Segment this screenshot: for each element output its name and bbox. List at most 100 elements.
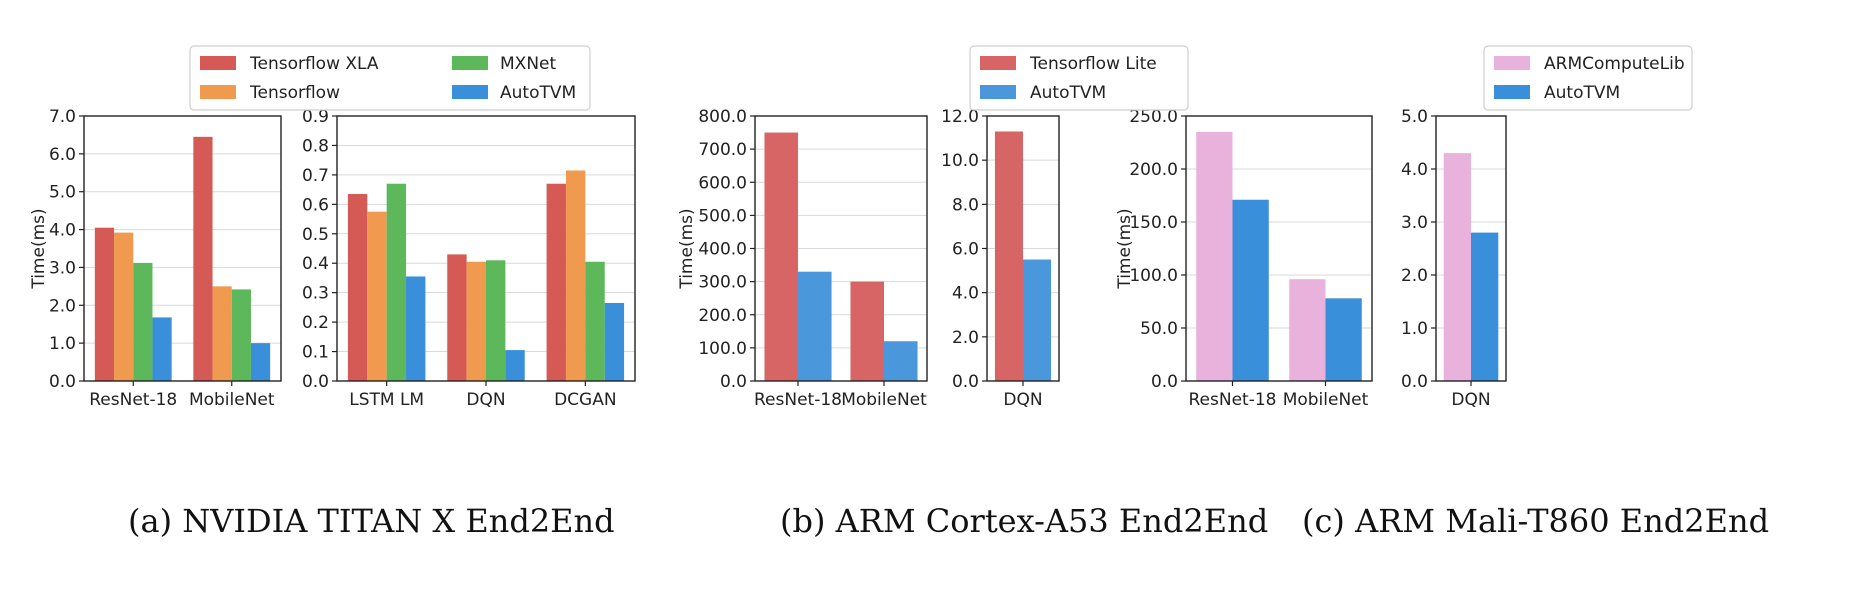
- x-tick-label: LSTM LM: [349, 390, 424, 410]
- bar: [1325, 298, 1362, 381]
- legend-c-swatch-armcl: [1494, 56, 1530, 70]
- y-tick-label: 0.1: [302, 343, 329, 363]
- legend-c: ARMComputeLib AutoTVM: [1483, 45, 1693, 111]
- x-tick-label: DQN: [466, 390, 505, 410]
- y-tick-label: 4.0: [1401, 160, 1428, 180]
- x-tick-label: MobileNet: [841, 390, 927, 410]
- y-tick-label: 6.0: [952, 240, 979, 260]
- bar: [94, 227, 115, 381]
- y-tick-label: 8.0: [952, 195, 979, 215]
- y-tick-label: 300.0: [698, 273, 747, 293]
- y-axis-label: Time(ms): [29, 208, 49, 289]
- bar: [850, 281, 884, 381]
- y-tick-label: 800.0: [698, 107, 747, 127]
- y-tick-label: 2.0: [952, 328, 979, 348]
- legend-a-label-autotvm: AutoTVM: [500, 83, 576, 103]
- bar: [114, 232, 134, 381]
- bar: [1443, 153, 1471, 381]
- y-tick-label: 3.0: [1401, 213, 1428, 233]
- y-tick-label: 0.2: [302, 313, 329, 333]
- bar: [486, 260, 506, 381]
- y-tick-label: 200.0: [1129, 160, 1178, 180]
- y-axis-label: Time(ms): [1115, 208, 1135, 289]
- y-axis-label: Time(ms): [677, 208, 697, 289]
- bar: [764, 132, 798, 381]
- legend-a-label-tensorflow: Tensorflow: [249, 83, 340, 103]
- bar: [505, 350, 525, 381]
- legend-a: Tensorflow XLA Tensorflow MXNet AutoTVM: [189, 45, 591, 111]
- legend-b-swatch-tflite: [980, 56, 1016, 70]
- x-tick-label: ResNet-18: [754, 390, 842, 410]
- legend-c-label-armcl: ARMComputeLib: [1544, 54, 1685, 74]
- y-tick-label: 0.6: [302, 195, 329, 215]
- bar: [1289, 279, 1326, 381]
- bar: [406, 276, 426, 381]
- legend-b-label-tflite: Tensorflow Lite: [1029, 54, 1157, 74]
- panel-3: 0.0 100.0 200.0 300.0 400.0 500.0 600.0 700.0 80…: [677, 107, 928, 410]
- y-tick-label: 2.0: [1401, 266, 1428, 286]
- y-tick-label: 0.5: [302, 225, 329, 245]
- y-tick-label: 0.0: [302, 372, 329, 392]
- legend-a-swatch-tf-xla: [200, 56, 236, 70]
- bar: [565, 170, 586, 381]
- legend-c-label-autotvm: AutoTVM: [1544, 83, 1620, 103]
- legend-a-label-mxnet: MXNet: [500, 54, 556, 74]
- legend-b-box: [969, 45, 1189, 111]
- legend-a-box: [189, 45, 591, 111]
- bar: [1023, 259, 1052, 381]
- bar: [1196, 131, 1233, 381]
- y-tick-label: 5.0: [49, 183, 76, 203]
- bar: [604, 302, 625, 381]
- axes-frame: [83, 115, 282, 382]
- y-tick-label: 1.0: [1401, 319, 1428, 339]
- y-tick-label: 5.0: [1401, 107, 1428, 127]
- legend-b-swatch-autotvm: [980, 85, 1016, 99]
- axes-frame: [1435, 115, 1507, 382]
- y-tick-label: 100.0: [698, 339, 747, 359]
- bar: [386, 183, 407, 381]
- panel-4: 0.0 2.0 4.0 6.0 8.0 10.0 12.0 DQN: [941, 107, 1060, 410]
- y-tick-label: 4.0: [952, 284, 979, 304]
- y-tick-label: 100.0: [1129, 266, 1178, 286]
- y-tick-label: 250.0: [1129, 107, 1178, 127]
- x-tick-label: DQN: [1451, 390, 1490, 410]
- y-tick-label: 0.3: [302, 284, 329, 304]
- legend-a-label-tf-xla: Tensorflow XLA: [249, 54, 379, 74]
- y-tick-label: 0.8: [302, 136, 329, 156]
- y-tick-label: 7.0: [49, 107, 76, 127]
- x-tick-label: ResNet-18: [1189, 390, 1277, 410]
- x-tick-label: MobileNet: [189, 390, 275, 410]
- bar: [231, 289, 251, 381]
- bar: [884, 341, 918, 381]
- legend-c-box: [1483, 45, 1693, 111]
- y-tick-label: 0.0: [1151, 372, 1178, 392]
- x-tick-label: DQN: [1003, 390, 1042, 410]
- y-tick-label: 0.0: [49, 372, 76, 392]
- axes-frame: [754, 115, 928, 382]
- x-tick-label: DCGAN: [554, 390, 616, 410]
- bar: [133, 262, 153, 381]
- x-tick-label: ResNet-18: [89, 390, 177, 410]
- axes-frame: [336, 115, 636, 382]
- y-tick-label: 50.0: [1140, 319, 1178, 339]
- y-tick-label: 3.0: [49, 258, 76, 278]
- y-tick-label: 10.0: [941, 151, 979, 171]
- bar: [798, 271, 832, 381]
- bar: [152, 317, 172, 381]
- y-tick-label: 150.0: [1129, 213, 1178, 233]
- legend-b: Tensorflow Lite AutoTVM: [969, 45, 1189, 111]
- bar: [994, 131, 1023, 381]
- panel-6: 0.0 1.0 2.0 3.0 4.0 5.0 DQN: [1401, 107, 1507, 410]
- y-tick-label: 0.0: [720, 372, 747, 392]
- legend-a-swatch-autotvm: [452, 85, 488, 99]
- y-tick-label: 600.0: [698, 173, 747, 193]
- y-tick-label: 0.0: [952, 372, 979, 392]
- bar: [212, 286, 232, 381]
- y-tick-label: 0.4: [302, 254, 329, 274]
- y-tick-label: 12.0: [941, 107, 979, 127]
- caption-a: (a) NVIDIA TITAN X End2End: [128, 502, 615, 540]
- axes-frame: [986, 115, 1060, 382]
- y-tick-label: 1.0: [49, 334, 76, 354]
